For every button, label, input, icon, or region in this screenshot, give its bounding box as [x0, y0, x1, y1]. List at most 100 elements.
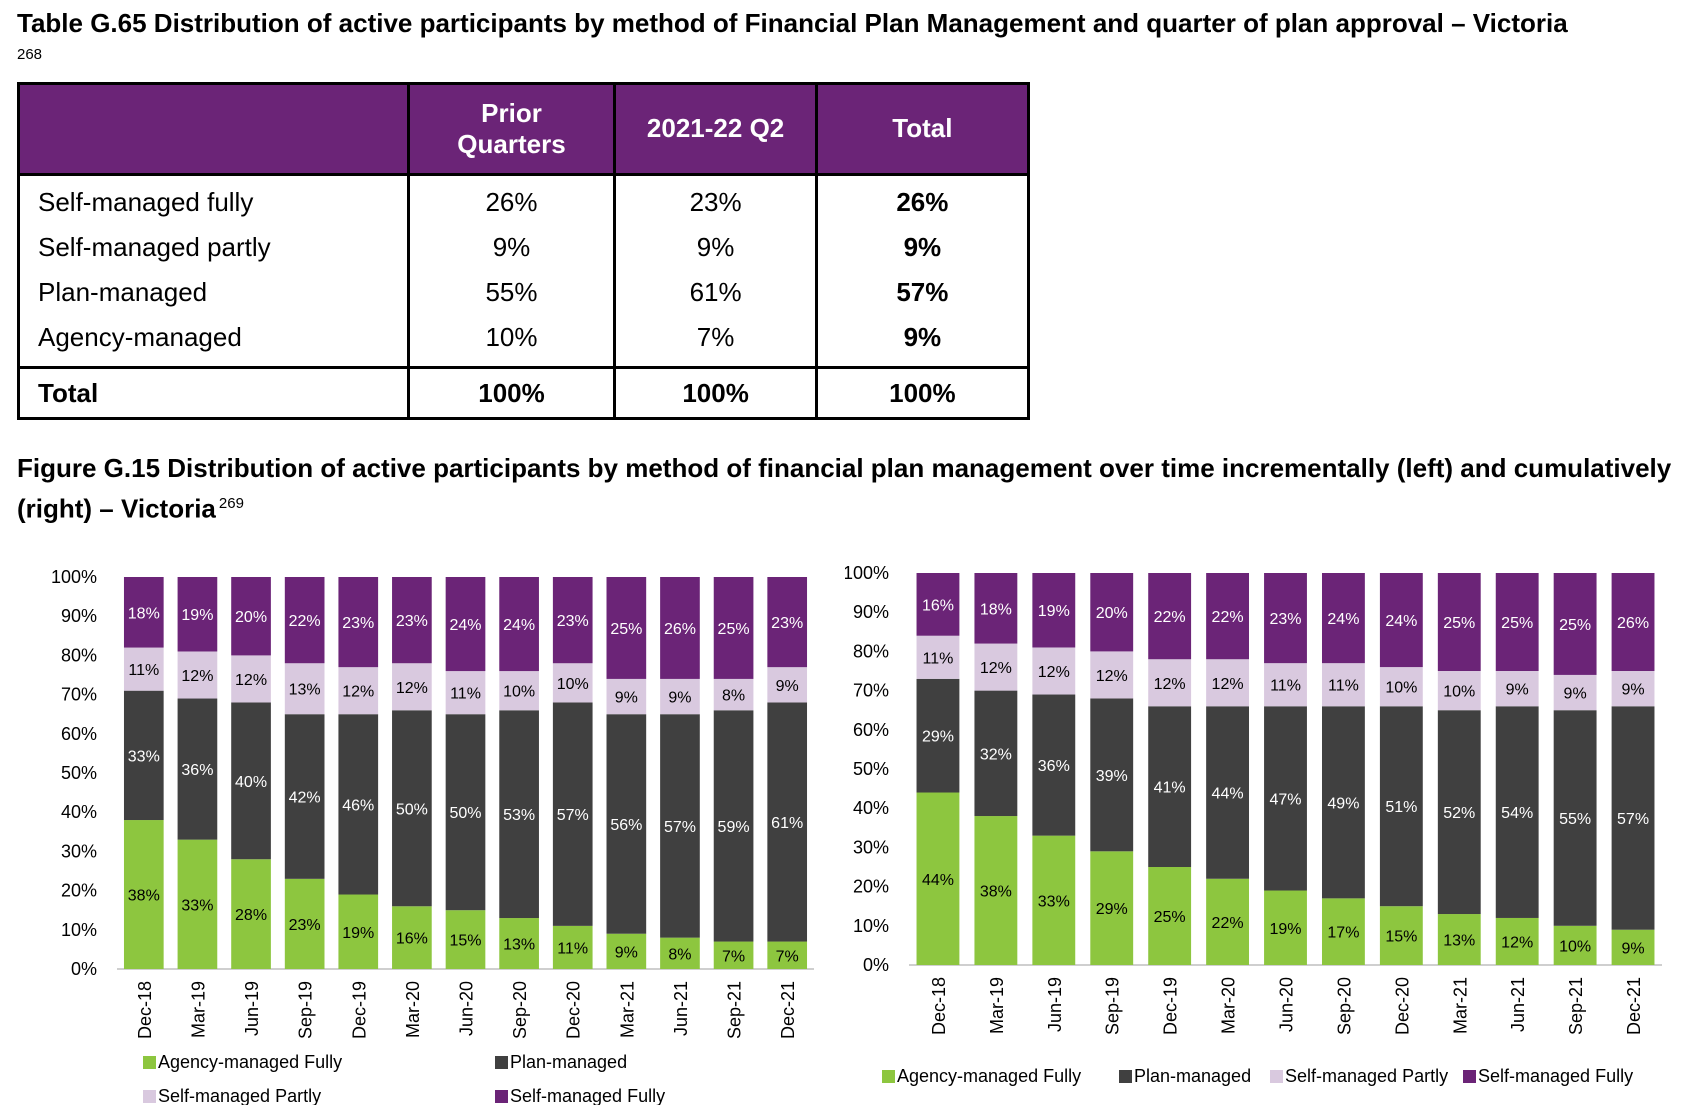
distribution-table: Prior Quarters 2021-22 Q2 Total Self-man… [17, 82, 1031, 420]
figure-footnote: 269 [218, 495, 244, 512]
bar-segment [767, 667, 808, 703]
cumulative-chart: 0% 10% 20% 30% 40% 50% 60% 70% 80% 90% 100% 44% 29% 1… [845, 563, 1662, 1086]
bar-segment [338, 577, 379, 668]
x-tick-label: Mar-20 [1219, 977, 1239, 1034]
legend-swatch [882, 1070, 895, 1083]
y-tick-label: 90% [853, 602, 889, 622]
figure-title: Figure G.15 Distribution of active parti… [17, 453, 1672, 524]
x-tick-label: Mar-19 [987, 977, 1007, 1034]
data-label: 9% [668, 690, 691, 707]
bar-segment [231, 655, 271, 703]
bar-segment [713, 941, 754, 969]
bar-segment [1321, 573, 1365, 664]
cell-total: 9% [814, 315, 1031, 368]
bar-segment [284, 878, 325, 969]
data-label: 10% [1385, 680, 1417, 697]
data-label: 59% [718, 819, 750, 836]
total-value: 100% [406, 366, 617, 420]
x-tick-label: Mar-21 [617, 981, 637, 1038]
bar-segment [1264, 573, 1307, 664]
data-label: 38% [980, 884, 1012, 901]
bar-segment [1321, 663, 1365, 707]
bar-segment [660, 577, 700, 679]
data-label: 10% [1443, 684, 1475, 701]
bar-segment [445, 910, 486, 969]
bar-segment [1148, 659, 1192, 707]
cell-total: 9% [814, 225, 1031, 270]
bar-segment [1379, 573, 1423, 668]
bar-segment [974, 573, 1018, 644]
data-label: 15% [1385, 929, 1417, 946]
legend-item: Plan-managed [495, 1052, 627, 1072]
y-tick-label: 10% [61, 920, 97, 940]
data-label: 25% [1154, 909, 1186, 926]
bar-segment [660, 937, 700, 969]
y-tick-label: 20% [853, 877, 889, 897]
data-label: 54% [1501, 805, 1533, 822]
bar-segment [767, 577, 808, 668]
bar-segment [916, 678, 960, 793]
data-label: 33% [1038, 893, 1070, 910]
table-title: Table G.65 Distribution of active partic… [17, 8, 1568, 38]
header-blank [17, 82, 410, 176]
y-tick-label: 70% [853, 681, 889, 701]
bar-segment [767, 941, 808, 969]
bar-segment [1611, 671, 1655, 707]
table-footnote: 268 [17, 46, 43, 63]
bar-segment [660, 678, 700, 715]
legend-swatch [143, 1090, 156, 1103]
bar-segment [1611, 929, 1655, 965]
data-label: 17% [1327, 925, 1359, 942]
x-tick-label: Sep-19 [1103, 977, 1123, 1035]
legend-item: Self-managed Fully [1463, 1066, 1633, 1086]
table-row: Self-managed fully 26% 23% 26% [17, 174, 1031, 225]
bar-segment [916, 573, 960, 636]
row-label: Self-managed fully [17, 174, 410, 225]
data-label: 28% [235, 907, 267, 924]
data-label: 8% [722, 688, 745, 705]
data-label: 12% [181, 668, 213, 685]
bar-segment [499, 577, 539, 672]
data-label: 23% [289, 917, 321, 934]
data-label: 19% [342, 925, 374, 942]
x-tick-label: Dec-18 [929, 977, 949, 1035]
bar-segment [123, 690, 164, 821]
bar-segment [1206, 706, 1250, 879]
total-value: 100% [613, 366, 818, 420]
cell-value: 10% [406, 315, 617, 368]
data-label: 25% [1501, 615, 1533, 632]
data-label: 23% [1269, 611, 1301, 628]
data-label: 23% [342, 615, 374, 632]
bar-segment [1206, 573, 1250, 660]
x-tick-label: Jun-21 [1508, 977, 1528, 1032]
data-label: 10% [557, 676, 589, 693]
bar-segment [231, 702, 271, 860]
data-label: 57% [557, 807, 589, 824]
table-total-row: Total 100% 100% 100% [17, 366, 1031, 420]
x-tick-label: Mar-21 [1450, 977, 1470, 1034]
data-label: 12% [342, 684, 374, 701]
bar-segment [123, 577, 164, 648]
data-label: 11% [450, 686, 481, 703]
bar-segment [1090, 851, 1134, 965]
y-tick-label: 50% [853, 759, 889, 779]
bar-segment [1264, 890, 1307, 965]
data-label: 11% [1270, 678, 1301, 695]
data-label: 50% [449, 805, 481, 822]
data-label: 9% [1621, 682, 1644, 699]
x-tick-label: Dec-19 [349, 981, 369, 1039]
x-tick-label: Dec-21 [1624, 977, 1644, 1035]
data-label: 12% [1096, 668, 1128, 685]
bar-segment [916, 792, 960, 965]
legend-label: Plan-managed [1134, 1066, 1251, 1086]
bar-segment [606, 933, 647, 969]
data-label: 46% [342, 797, 374, 814]
data-label: 23% [396, 613, 428, 630]
legend-label: Plan-managed [510, 1052, 627, 1072]
y-tick-label: 100% [845, 563, 889, 583]
data-label: 25% [610, 621, 642, 638]
bar-segment [1321, 706, 1365, 899]
bar-segment [552, 663, 593, 703]
data-label: 9% [1564, 686, 1587, 703]
data-label: 11% [1328, 678, 1359, 695]
